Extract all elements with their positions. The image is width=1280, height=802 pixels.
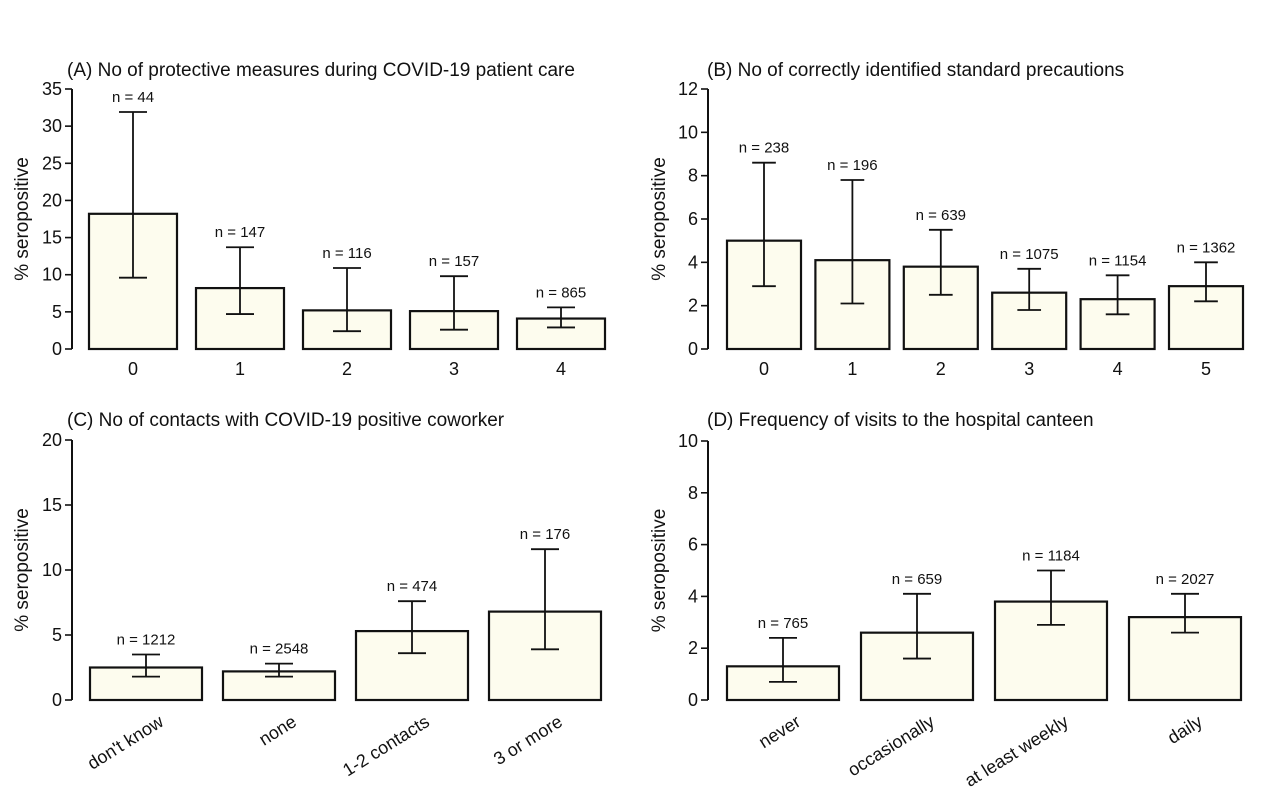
y-tick-label: 15	[42, 228, 62, 248]
chart-title: (D) Frequency of visits to the hospital …	[707, 410, 1094, 431]
y-tick-label: 0	[52, 690, 62, 710]
data-label-n: n = 765	[758, 615, 808, 632]
chart-panel-b: (B) No of correctly identified standard …	[649, 60, 1245, 379]
data-label-n: n = 1184	[1022, 548, 1080, 565]
data-label-n: n = 639	[916, 207, 966, 224]
y-tick-label: 30	[42, 116, 62, 136]
y-tick-label: 0	[688, 690, 698, 710]
chart-title: (C) No of contacts with COVID-19 positiv…	[67, 410, 505, 431]
data-label-n: n = 1362	[1177, 239, 1236, 256]
x-tick-label: 0	[128, 359, 138, 379]
y-tick-label: 10	[42, 560, 62, 580]
x-tick-label: never	[755, 711, 804, 752]
y-tick-label: 20	[42, 430, 62, 450]
chart-title: (B) No of correctly identified standard …	[707, 60, 1124, 81]
data-label-n: n = 1212	[117, 632, 176, 649]
y-tick-label: 25	[42, 153, 62, 173]
x-tick-label: 5	[1201, 359, 1211, 379]
x-tick-label: 1-2 contacts	[339, 711, 433, 780]
x-tick-label: 0	[759, 359, 769, 379]
data-label-n: n = 865	[536, 284, 586, 301]
data-label-n: n = 2027	[1156, 571, 1215, 588]
x-tick-label: at least weekly	[961, 711, 1072, 791]
data-label-n: n = 157	[429, 253, 479, 270]
y-tick-label: 0	[52, 339, 62, 359]
data-label-n: n = 1075	[1000, 246, 1059, 263]
y-axis-label: % seropositive	[12, 508, 33, 632]
chart-panel-d: (D) Frequency of visits to the hospital …	[649, 410, 1243, 791]
y-axis-label: % seropositive	[12, 157, 33, 281]
x-tick-label: 3	[1024, 359, 1034, 379]
y-tick-label: 10	[678, 431, 698, 451]
data-label-n: n = 116	[322, 245, 371, 262]
x-tick-label: 4	[1113, 359, 1123, 379]
y-tick-label: 20	[42, 190, 62, 210]
y-tick-label: 5	[52, 625, 62, 645]
y-tick-label: 6	[688, 209, 698, 229]
y-tick-label: 4	[688, 586, 698, 606]
data-label-n: n = 196	[827, 157, 877, 174]
data-label-n: n = 176	[520, 526, 570, 543]
chart-panel-c: (C) No of contacts with COVID-19 positiv…	[12, 410, 603, 780]
x-tick-label: 3	[449, 359, 459, 379]
y-tick-label: 2	[688, 296, 698, 316]
y-tick-label: 10	[678, 122, 698, 142]
y-tick-label: 10	[42, 265, 62, 285]
x-tick-label: daily	[1164, 711, 1206, 748]
y-tick-label: 6	[688, 535, 698, 555]
y-tick-label: 2	[688, 638, 698, 658]
y-axis-label: % seropositive	[649, 157, 670, 281]
y-tick-label: 12	[678, 79, 698, 99]
x-tick-label: 2	[342, 359, 352, 379]
x-tick-label: 1	[847, 359, 857, 379]
x-tick-label: don't know	[84, 711, 168, 774]
x-tick-label: 2	[936, 359, 946, 379]
x-tick-label: 1	[235, 359, 245, 379]
y-tick-label: 35	[42, 79, 62, 99]
x-tick-label: occasionally	[844, 711, 938, 780]
y-tick-label: 4	[688, 252, 698, 272]
x-tick-label: 4	[556, 359, 566, 379]
data-label-n: n = 147	[215, 224, 265, 241]
data-label-n: n = 2548	[250, 641, 309, 658]
chart-title: (A) No of protective measures during COV…	[67, 60, 575, 81]
chart-panel-a: (A) No of protective measures during COV…	[12, 60, 607, 379]
data-label-n: n = 238	[739, 140, 789, 157]
y-tick-label: 5	[52, 302, 62, 322]
data-label-n: n = 659	[892, 571, 942, 588]
x-tick-label: none	[255, 711, 300, 749]
data-label-n: n = 1154	[1089, 252, 1147, 269]
y-tick-label: 15	[42, 495, 62, 515]
y-tick-label: 8	[688, 166, 698, 186]
data-label-n: n = 44	[112, 89, 154, 106]
y-axis-label: % seropositive	[649, 509, 670, 633]
y-tick-label: 8	[688, 483, 698, 503]
y-tick-label: 0	[688, 339, 698, 359]
x-tick-label: 3 or more	[490, 711, 566, 769]
data-label-n: n = 474	[387, 578, 437, 595]
